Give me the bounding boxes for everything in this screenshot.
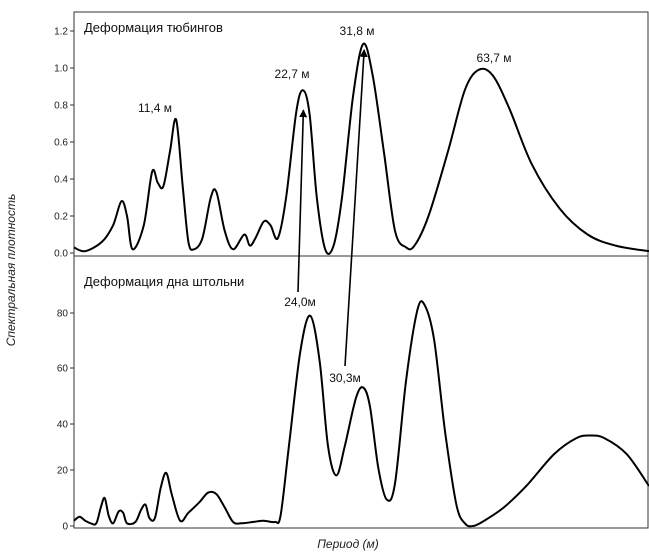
bottom-y-tick-label: 60: [57, 364, 69, 375]
peak-link-arrow: [344, 48, 368, 367]
bottom-y-tick-label: 20: [57, 466, 69, 477]
top-y-tick-label: 1.2: [54, 27, 68, 38]
top-panel-title: Деформация тюбингов: [84, 20, 223, 35]
top-y-tick-label: 1.0: [54, 64, 68, 75]
top-series-line: [73, 42, 649, 255]
top-y-tick-label: 0.8: [54, 101, 68, 112]
peak-link-arrow: [297, 109, 308, 293]
bottom-peak-label: 24,0м: [284, 295, 316, 309]
top-y-tick-label: 0.4: [54, 175, 68, 186]
bottom-y-tick-label: 80: [57, 309, 69, 320]
bottom-y-tick-label: 0: [62, 522, 68, 533]
top-y-tick-label: 0.2: [54, 212, 68, 223]
top-peak-label: 22,7 м: [275, 67, 310, 81]
y-axis-label: Спектральная плотность: [4, 194, 18, 347]
top-peak-label: 31,8 м: [340, 24, 375, 38]
bottom-panel-frame: [73, 255, 649, 529]
x-axis-label: Период (м): [317, 537, 379, 551]
bottom-peak-label: 30,3м: [329, 371, 361, 385]
bottom-series-line: [73, 300, 649, 528]
top-peak-label: 11,4 м: [138, 101, 172, 115]
top-peak-label: 63,7 м: [477, 51, 512, 65]
bottom-y-tick-label: 40: [57, 420, 69, 431]
top-y-tick-label: 0.0: [54, 249, 68, 260]
top-y-tick-label: 0.6: [54, 138, 68, 149]
bottom-panel-title: Деформация дна штольни: [84, 274, 244, 289]
